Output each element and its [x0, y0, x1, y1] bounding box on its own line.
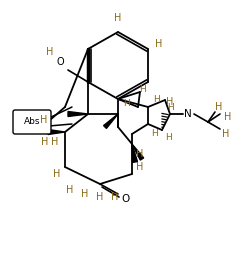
Text: H: H	[124, 100, 130, 108]
Polygon shape	[104, 114, 118, 128]
Polygon shape	[48, 129, 65, 134]
Text: H: H	[215, 102, 223, 112]
Text: O: O	[56, 57, 64, 67]
Text: H: H	[152, 129, 158, 139]
Text: H: H	[111, 192, 119, 202]
FancyBboxPatch shape	[13, 110, 51, 134]
Polygon shape	[132, 144, 144, 160]
Text: H: H	[140, 85, 146, 95]
Text: H: H	[66, 185, 74, 195]
Text: H: H	[136, 162, 144, 172]
Text: H: H	[222, 129, 230, 139]
Text: H: H	[167, 102, 173, 112]
Text: N: N	[184, 109, 192, 119]
Text: H: H	[165, 133, 171, 141]
Text: H: H	[46, 47, 54, 57]
Text: H: H	[136, 149, 144, 159]
Text: H: H	[51, 137, 59, 147]
Polygon shape	[68, 112, 88, 117]
Text: H: H	[166, 97, 174, 107]
Text: H: H	[81, 189, 89, 199]
Text: H: H	[224, 112, 232, 122]
Text: Abs: Abs	[24, 117, 40, 127]
Polygon shape	[132, 144, 137, 162]
Text: H: H	[114, 13, 122, 23]
Text: H: H	[41, 137, 49, 147]
Text: H: H	[155, 39, 163, 49]
Text: H: H	[40, 115, 48, 125]
Text: O: O	[122, 194, 130, 204]
Text: H: H	[154, 96, 160, 105]
Text: H: H	[53, 169, 61, 179]
Text: H: H	[96, 192, 104, 202]
